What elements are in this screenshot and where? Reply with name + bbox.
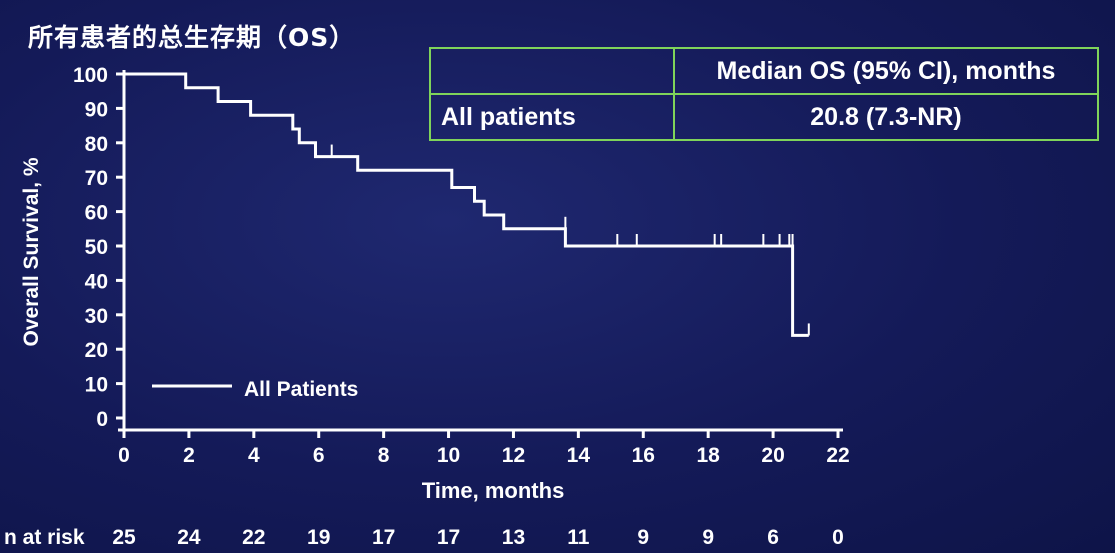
- x-tick-label: 22: [826, 444, 849, 467]
- y-tick-label: 0: [96, 408, 108, 431]
- x-tick-label: 10: [437, 444, 460, 467]
- y-tick-label: 10: [85, 374, 108, 397]
- x-tick-label: 16: [632, 444, 655, 467]
- y-tick-label: 50: [85, 236, 108, 259]
- page-title: 所有患者的总生存期（OS）: [28, 23, 356, 52]
- y-tick-label: 70: [85, 167, 108, 190]
- x-tick-label: 4: [248, 444, 260, 467]
- risk-value: 25: [112, 526, 136, 549]
- y-tick-label: 80: [85, 133, 108, 156]
- table-row-value: 20.8 (7.3-NR): [673, 93, 1099, 141]
- y-tick-labels: 0 10 20 30 40 50 60 70 80 90 100: [73, 64, 124, 431]
- table-header-row: Median OS (95% CI), months: [429, 47, 1099, 95]
- y-tick-label: 30: [85, 305, 108, 328]
- y-tick-label: 100: [73, 64, 108, 87]
- risk-table-values: 25 24 22 19 17 17 13 11 9 9 6 0: [112, 526, 844, 549]
- table-row-label: All patients: [429, 93, 675, 141]
- x-tick-label: 20: [761, 444, 784, 467]
- risk-value: 11: [567, 526, 590, 549]
- chart-axes: [118, 70, 843, 432]
- risk-value: 22: [242, 526, 265, 549]
- x-tick-labels: 0 2 4 6 8 10 12 14 16 18 20 22: [118, 430, 850, 467]
- y-axis-label: Overall Survival, %: [20, 157, 43, 346]
- y-tick-label: 20: [85, 339, 108, 362]
- x-tick-label: 0: [118, 444, 130, 467]
- y-tick-label: 40: [85, 270, 108, 293]
- risk-value: 9: [702, 526, 714, 549]
- median-os-table: Median OS (95% CI), months All patients …: [429, 47, 1099, 141]
- y-tick-label: 60: [85, 202, 108, 225]
- legend-label: All Patients: [244, 378, 358, 401]
- legend: All Patients: [152, 378, 358, 401]
- table-row: All patients 20.8 (7.3-NR): [429, 93, 1099, 141]
- x-tick-label: 8: [378, 444, 390, 467]
- censor-marks: [330, 144, 810, 336]
- risk-value: 9: [637, 526, 649, 549]
- x-tick-label: 14: [567, 444, 591, 467]
- table-header-empty-cell: [429, 47, 675, 95]
- risk-value: 24: [177, 526, 201, 549]
- risk-value: 0: [832, 526, 844, 549]
- x-axis-label: Time, months: [422, 478, 565, 503]
- x-tick-label: 6: [313, 444, 325, 467]
- risk-value: 17: [372, 526, 395, 549]
- risk-value: 17: [437, 526, 460, 549]
- y-tick-label: 90: [85, 98, 108, 121]
- risk-value: 19: [307, 526, 330, 549]
- x-tick-label: 18: [697, 444, 721, 467]
- x-tick-label: 2: [183, 444, 195, 467]
- risk-table-label: n at risk: [4, 526, 85, 549]
- table-header-median-os: Median OS (95% CI), months: [673, 47, 1099, 95]
- x-tick-label: 12: [502, 444, 525, 467]
- risk-value: 6: [767, 526, 779, 549]
- survival-curve-all-patients: [124, 72, 809, 337]
- risk-value: 13: [502, 526, 525, 549]
